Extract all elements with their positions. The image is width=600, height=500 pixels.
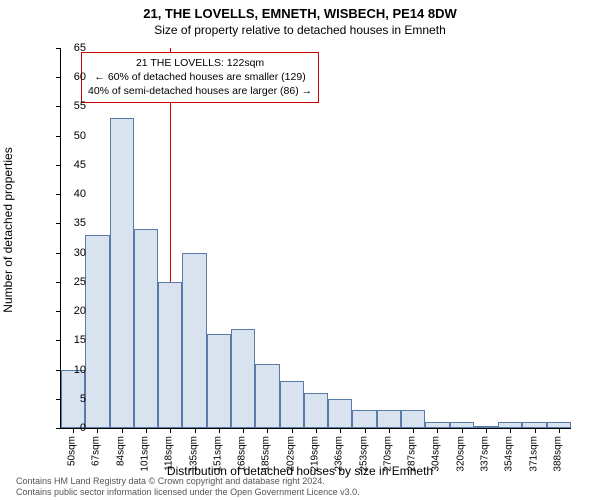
histogram-bar bbox=[401, 410, 425, 428]
x-tick-label: 371sqm bbox=[528, 436, 539, 472]
x-tick-label: 168sqm bbox=[237, 436, 248, 472]
y-tick-label: 30 bbox=[56, 247, 86, 259]
x-tick-label: 202sqm bbox=[285, 436, 296, 472]
x-tick-label: 337sqm bbox=[480, 436, 491, 472]
x-tick-label: 270sqm bbox=[382, 436, 393, 472]
y-tick-label: 35 bbox=[56, 217, 86, 229]
y-tick-label: 0 bbox=[56, 422, 86, 434]
y-tick-label: 45 bbox=[56, 159, 86, 171]
y-tick-label: 25 bbox=[56, 276, 86, 288]
x-tick-label: 388sqm bbox=[552, 436, 563, 472]
histogram-bar bbox=[377, 410, 401, 428]
histogram-bar bbox=[158, 282, 182, 428]
histogram-bar bbox=[280, 381, 304, 428]
histogram-bar bbox=[182, 253, 206, 428]
y-tick-label: 65 bbox=[56, 42, 86, 54]
x-tick-label: 135sqm bbox=[188, 436, 199, 472]
x-tick-label: 84sqm bbox=[115, 436, 126, 466]
x-tick-label: 101sqm bbox=[140, 436, 151, 472]
y-tick-label: 10 bbox=[56, 364, 86, 376]
x-tick-label: 219sqm bbox=[310, 436, 321, 472]
x-tick-label: 354sqm bbox=[504, 436, 515, 472]
y-tick-label: 15 bbox=[56, 334, 86, 346]
y-tick-label: 60 bbox=[56, 71, 86, 83]
footer-line1: Contains HM Land Registry data © Crown c… bbox=[16, 476, 360, 487]
histogram-bar bbox=[85, 235, 109, 428]
annotation-line3: 40% of semi-detached houses are larger (… bbox=[88, 84, 312, 98]
property-size-chart: 21, THE LOVELLS, EMNETH, WISBECH, PE14 8… bbox=[0, 0, 600, 500]
y-tick-label: 55 bbox=[56, 100, 86, 112]
x-tick-label: 118sqm bbox=[164, 436, 175, 471]
y-tick-label: 20 bbox=[56, 305, 86, 317]
x-tick-label: 253sqm bbox=[358, 436, 369, 472]
chart-subtitle: Size of property relative to detached ho… bbox=[0, 21, 600, 37]
y-axis-label: Number of detached properties bbox=[1, 147, 15, 312]
x-tick-label: 67sqm bbox=[91, 436, 102, 466]
y-tick-label: 40 bbox=[56, 188, 86, 200]
footer-line2: Contains public sector information licen… bbox=[16, 487, 360, 498]
x-tick-label: 185sqm bbox=[261, 436, 272, 472]
histogram-bar bbox=[110, 118, 134, 428]
histogram-bar bbox=[134, 229, 158, 428]
x-tick-label: 236sqm bbox=[334, 436, 345, 472]
x-tick-label: 287sqm bbox=[407, 436, 418, 472]
histogram-bar bbox=[304, 393, 328, 428]
histogram-bar bbox=[255, 364, 279, 428]
x-tick-label: 151sqm bbox=[212, 436, 223, 472]
chart-title: 21, THE LOVELLS, EMNETH, WISBECH, PE14 8… bbox=[0, 0, 600, 21]
plot-area: 21 THE LOVELLS: 122sqm ← 60% of detached… bbox=[60, 48, 571, 429]
histogram-bar bbox=[328, 399, 352, 428]
x-tick-label: 50sqm bbox=[67, 436, 78, 466]
histogram-bar bbox=[207, 334, 231, 428]
histogram-bar bbox=[352, 410, 376, 428]
y-tick-label: 50 bbox=[56, 130, 86, 142]
histogram-bar bbox=[231, 329, 255, 428]
x-tick-label: 320sqm bbox=[455, 436, 466, 472]
footer-attribution: Contains HM Land Registry data © Crown c… bbox=[16, 476, 360, 498]
annotation-line1: 21 THE LOVELLS: 122sqm bbox=[88, 56, 312, 70]
annotation-line2: ← 60% of detached houses are smaller (12… bbox=[88, 70, 312, 84]
y-tick-label: 5 bbox=[56, 393, 86, 405]
annotation-box: 21 THE LOVELLS: 122sqm ← 60% of detached… bbox=[81, 52, 319, 103]
x-tick-label: 304sqm bbox=[431, 436, 442, 472]
